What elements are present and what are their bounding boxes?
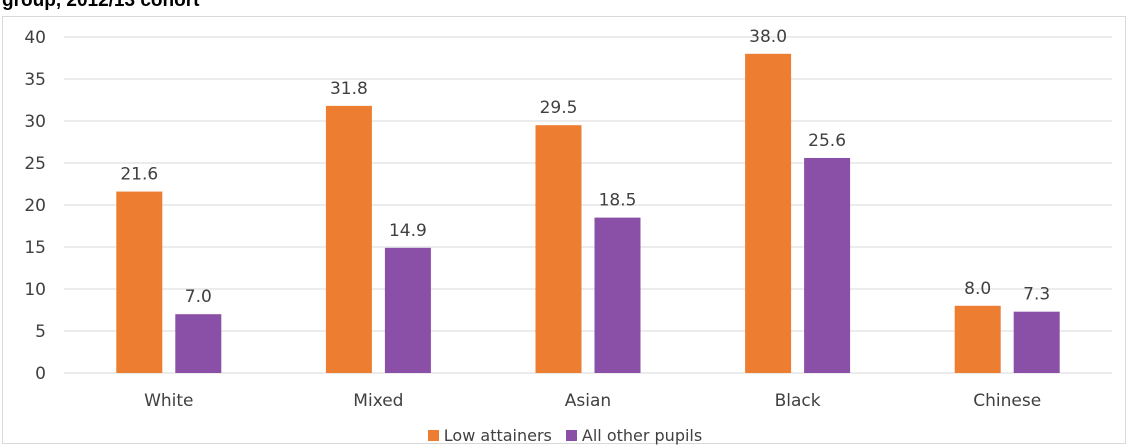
y-tick-label-35: 35 (24, 70, 46, 90)
data-label-black-all-other-pupils: 25.6 (808, 131, 846, 151)
y-tick-label-30: 30 (24, 112, 46, 132)
data-label-black-low-attainers: 38.0 (749, 27, 787, 47)
data-label-mixed-low-attainers: 31.8 (330, 79, 368, 99)
legend: Low attainers All other pupils (0, 424, 1130, 446)
x-tick-label-asian: Asian (565, 391, 611, 411)
bar-black-low-attainers (745, 53, 792, 374)
y-tick-label-25: 25 (24, 154, 46, 174)
bar-white-low-attainers (116, 191, 163, 373)
bar-mixed-low-attainers (325, 105, 372, 373)
data-label-asian-all-other-pupils: 18.5 (599, 191, 637, 211)
bar-asian-all-other-pupils (594, 217, 641, 373)
y-tick-label-0: 0 (35, 364, 46, 384)
bar-mixed-all-other-pupils (384, 247, 431, 373)
chart-frame (2, 16, 1126, 444)
chart-title-fragment: group, 2012/13 cohort (2, 0, 200, 11)
data-label-chinese-low-attainers: 8.0 (964, 279, 991, 299)
y-tick-label-40: 40 (24, 28, 46, 48)
y-tick-label-5: 5 (35, 322, 46, 342)
legend-label-all-other-pupils: All other pupils (581, 425, 703, 445)
bar-chinese-all-other-pupils (1013, 311, 1060, 373)
legend-swatch-all-other-pupils (565, 429, 577, 441)
data-label-white-low-attainers: 21.6 (120, 165, 158, 185)
x-tick-label-black: Black (775, 391, 821, 411)
legend-label-low-attainers: Low attainers (443, 425, 552, 445)
y-tick-label-15: 15 (24, 238, 46, 258)
x-tick-label-white: White (144, 391, 193, 411)
data-label-chinese-all-other-pupils: 7.3 (1023, 285, 1050, 305)
data-label-white-all-other-pupils: 7.0 (185, 287, 212, 307)
bar-chinese-low-attainers (954, 305, 1001, 373)
legend-item-low-attainers: Low attainers (427, 425, 552, 445)
x-tick-label-chinese: Chinese (973, 391, 1041, 411)
bar-chart: 0 5 10 15 20 25 30 35 40 21.6 7.0 White 31.8 14.9 Mixe… (24, 27, 1112, 411)
data-label-asian-low-attainers: 29.5 (540, 98, 578, 118)
y-tick-label-20: 20 (24, 196, 46, 216)
data-label-mixed-all-other-pupils: 14.9 (389, 221, 427, 241)
legend-item-all-other-pupils: All other pupils (565, 425, 703, 445)
legend-swatch-low-attainers (427, 429, 439, 441)
bar-asian-low-attainers (535, 125, 582, 373)
y-tick-label-10: 10 (24, 280, 46, 300)
bar-white-all-other-pupils (175, 314, 222, 373)
bar-black-all-other-pupils (804, 157, 851, 373)
x-tick-label-mixed: Mixed (353, 391, 403, 411)
